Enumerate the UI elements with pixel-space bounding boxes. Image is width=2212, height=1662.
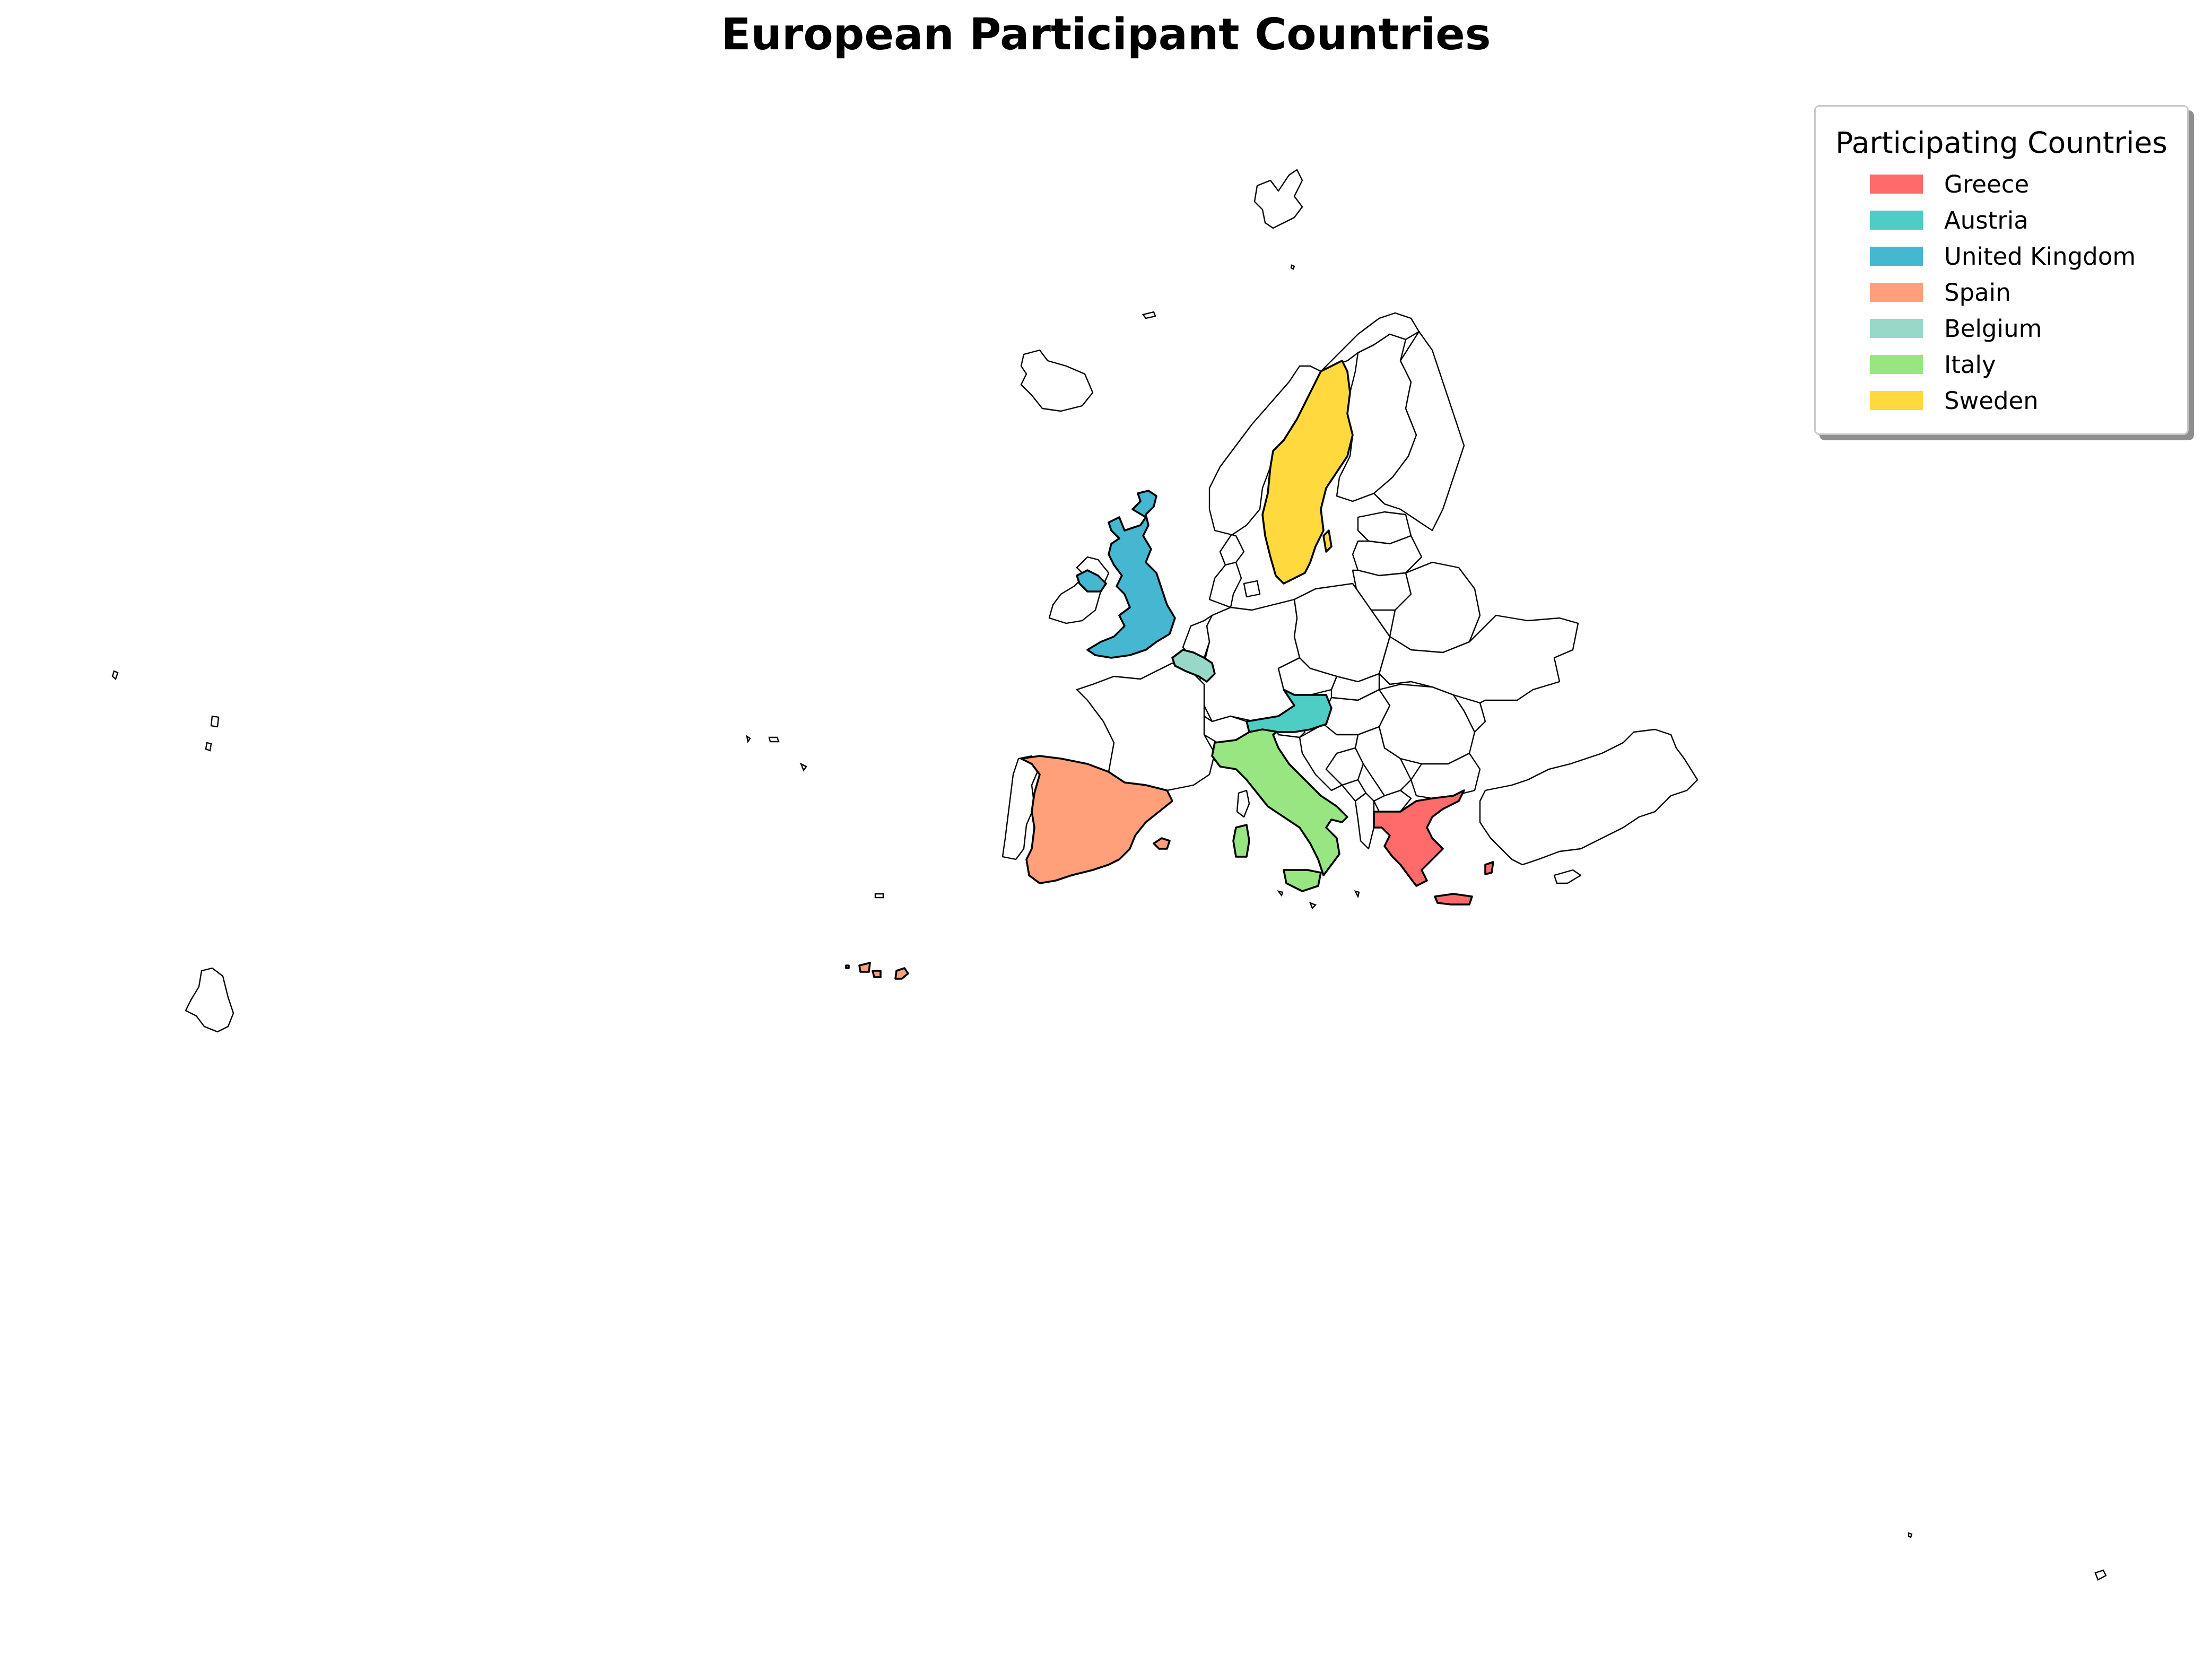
legend-swatch <box>1870 247 1923 266</box>
legend-label: Belgium <box>1944 315 2042 343</box>
legend-swatch <box>1870 391 1923 410</box>
country-germany <box>1198 598 1301 723</box>
country-iceland <box>1020 349 1094 412</box>
country-denmark <box>1208 561 1261 608</box>
atlantic-islands <box>111 264 2107 1581</box>
greenland-edge-island <box>185 967 234 1033</box>
legend-label: Sweden <box>1944 387 2039 415</box>
country-corsica <box>1236 789 1250 818</box>
canary-islands <box>845 962 909 980</box>
southeast-island <box>1908 1532 2107 1581</box>
mediterranean-island <box>1277 890 1360 910</box>
legend-label: Greece <box>1944 170 2030 198</box>
country-sweden <box>1261 360 1354 585</box>
legend-swatch <box>1870 355 1923 374</box>
country-russia <box>1373 330 1465 532</box>
azores-islands <box>746 735 807 772</box>
country-svalbard <box>1253 169 1303 229</box>
country-norway <box>1208 312 1420 566</box>
madeira-island <box>874 893 884 899</box>
participating-countries <box>1020 360 1494 906</box>
country-moldova <box>1452 694 1486 733</box>
page-title: European Participant Countries <box>721 10 1491 60</box>
base-countries <box>1002 169 1699 884</box>
country-spain <box>1020 755 1173 884</box>
legend-label: United Kingdom <box>1944 242 2136 271</box>
country-bulgaria <box>1410 752 1481 799</box>
legend-label: Austria <box>1944 206 2028 234</box>
country-albania <box>1354 792 1375 850</box>
country-latvia <box>1352 535 1423 577</box>
legend-swatch <box>1870 175 1923 194</box>
map-legend: Participating Countries Greece Austria U… <box>1814 105 2189 435</box>
far-north-island <box>1142 264 1295 319</box>
legend-swatch <box>1870 319 1923 338</box>
country-turkey <box>1479 728 1699 866</box>
legend-swatch <box>1870 211 1923 230</box>
western-islands <box>111 670 220 752</box>
country-cyprus <box>1553 869 1582 884</box>
country-united-kingdom <box>1076 490 1176 659</box>
legend-swatch <box>1870 283 1923 302</box>
country-ukraine <box>1378 614 1579 712</box>
legend-label: Spain <box>1944 279 2011 307</box>
legend-title: Participating Countries <box>1835 126 2167 160</box>
legend-label: Italy <box>1944 351 1996 379</box>
country-austria <box>1246 689 1333 733</box>
country-belgium <box>1171 649 1216 683</box>
country-greece <box>1373 789 1494 906</box>
